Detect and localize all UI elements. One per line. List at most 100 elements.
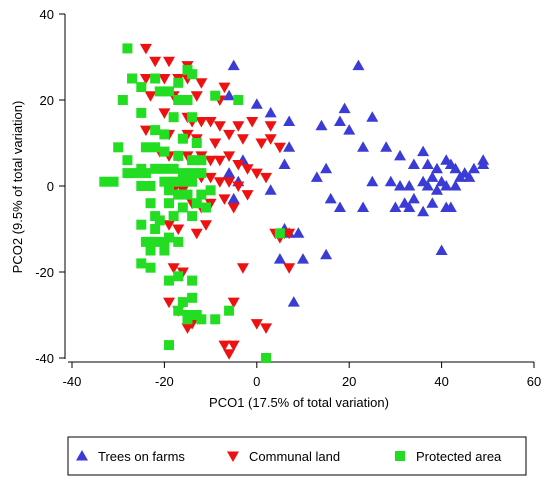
y-tick-label: 40 (40, 7, 54, 22)
communal-land-point (190, 228, 203, 240)
protected-area-point (187, 275, 198, 286)
trees-on-farms-point (403, 180, 416, 191)
trees-on-farms-point (366, 175, 379, 187)
trees-on-farms-point (421, 180, 434, 191)
trees-on-farms-point (426, 197, 439, 208)
communal-land-point (260, 172, 273, 184)
communal-land-point (195, 117, 208, 128)
protected-area-point (159, 163, 170, 174)
communal-land-point (144, 91, 157, 102)
legend-items: Trees on farms Communal land Protected are… (76, 449, 502, 464)
protected-area-point (173, 271, 184, 282)
protected-area-point (168, 163, 179, 174)
protected-area-point (122, 168, 133, 179)
trees-on-farms-point (352, 59, 365, 71)
protected-area-point (122, 155, 133, 166)
trees-on-farms-point (292, 227, 305, 238)
communal-land-point (255, 138, 268, 149)
x-axis-title: PCO1 (17.5% of total variation) (209, 395, 389, 410)
communal-land-point (264, 121, 277, 132)
communal-land-point (223, 129, 236, 141)
communal-land-point (227, 340, 240, 352)
protected-area-point (164, 275, 175, 286)
trees-on-farms-point (403, 201, 416, 212)
trees-on-farms-point (426, 171, 439, 182)
trees-on-farms-point (366, 111, 379, 122)
trees-on-farms-point (430, 184, 443, 195)
communal-land-point (213, 155, 226, 167)
protected-area-point (173, 236, 184, 247)
protected-area-point (117, 95, 128, 105)
trees-on-farms-point (477, 158, 490, 169)
protected-area-point (177, 202, 188, 213)
trees-on-farms-point (389, 201, 402, 212)
protected-area-point (164, 185, 175, 196)
trees-on-farms-point (287, 296, 300, 307)
communal-land-point (190, 91, 203, 102)
trees-on-farms-point (430, 162, 443, 174)
protected-area-point (131, 168, 142, 179)
protected-area-point (164, 340, 175, 351)
communal-land-point (241, 190, 254, 201)
protected-area-point (136, 181, 147, 191)
trees-on-farms-point (454, 171, 467, 182)
communal-land-point (158, 74, 171, 85)
communal-land-point (167, 263, 180, 274)
trees-on-farms-point (394, 180, 407, 191)
trees-on-farms-point (273, 253, 286, 264)
trees-on-farms-point (384, 175, 397, 187)
trees-on-farms-point (440, 180, 453, 191)
trees-on-farms-point (417, 145, 430, 157)
trees-on-farms-point (283, 141, 296, 152)
protected-area-point (127, 73, 138, 84)
trees-on-farms-point (380, 141, 393, 152)
protected-area-point (136, 219, 147, 230)
protected-area-point (154, 215, 165, 226)
trees-on-farms-point (333, 201, 346, 212)
protected-area-point (187, 168, 198, 179)
protected-area-point (164, 86, 175, 97)
communal-land-point (223, 151, 236, 162)
communal-land-point (204, 172, 217, 184)
trees-on-farms-point (320, 162, 333, 174)
protected-area-point (187, 211, 198, 222)
communal-land-point (209, 138, 222, 149)
trees-on-farms-point (320, 248, 333, 260)
protected-area-point (177, 133, 188, 144)
trees-on-farms-point (250, 98, 263, 109)
communal-land-point (204, 117, 217, 128)
protected-area-point (173, 77, 184, 88)
trees-on-farms-point (223, 167, 236, 178)
trees-on-farms-point (283, 115, 296, 126)
protected-area-point (196, 189, 207, 200)
protected-area-point (177, 168, 188, 179)
communal-land-point (213, 121, 226, 132)
y-tick-label: -20 (35, 265, 54, 280)
protected-area-point (191, 310, 202, 320)
protected-area-point (210, 314, 221, 325)
protected-area-point (108, 176, 119, 187)
protected-area-point (205, 185, 216, 196)
communal-land-point (223, 349, 236, 360)
protected-area-point (233, 95, 244, 105)
protected-area-point (159, 236, 170, 247)
communal-land-point (227, 297, 240, 309)
communal-land-point (163, 56, 176, 68)
protected-area-point (150, 224, 161, 234)
protected-area-point (159, 245, 170, 256)
protected-area-point (191, 138, 202, 148)
x-tick-label: -40 (63, 374, 82, 389)
trees-on-farms-point (227, 192, 240, 204)
protected-area-point (173, 305, 184, 316)
legend-trees-on-farms-label: Trees on farms (98, 449, 185, 464)
protected-area-point (159, 146, 170, 157)
protected-area-point (173, 189, 184, 200)
trees-on-farms-point (310, 171, 323, 182)
trees-on-farms-point (449, 162, 462, 174)
communal-land-point (218, 82, 231, 94)
y-ticks: -40 -20 0 20 40 (35, 7, 65, 366)
communal-land-point (283, 263, 296, 274)
legend-protected-area-marker (395, 451, 405, 461)
protected-area-point (136, 107, 147, 118)
communal-land-point (283, 228, 296, 240)
